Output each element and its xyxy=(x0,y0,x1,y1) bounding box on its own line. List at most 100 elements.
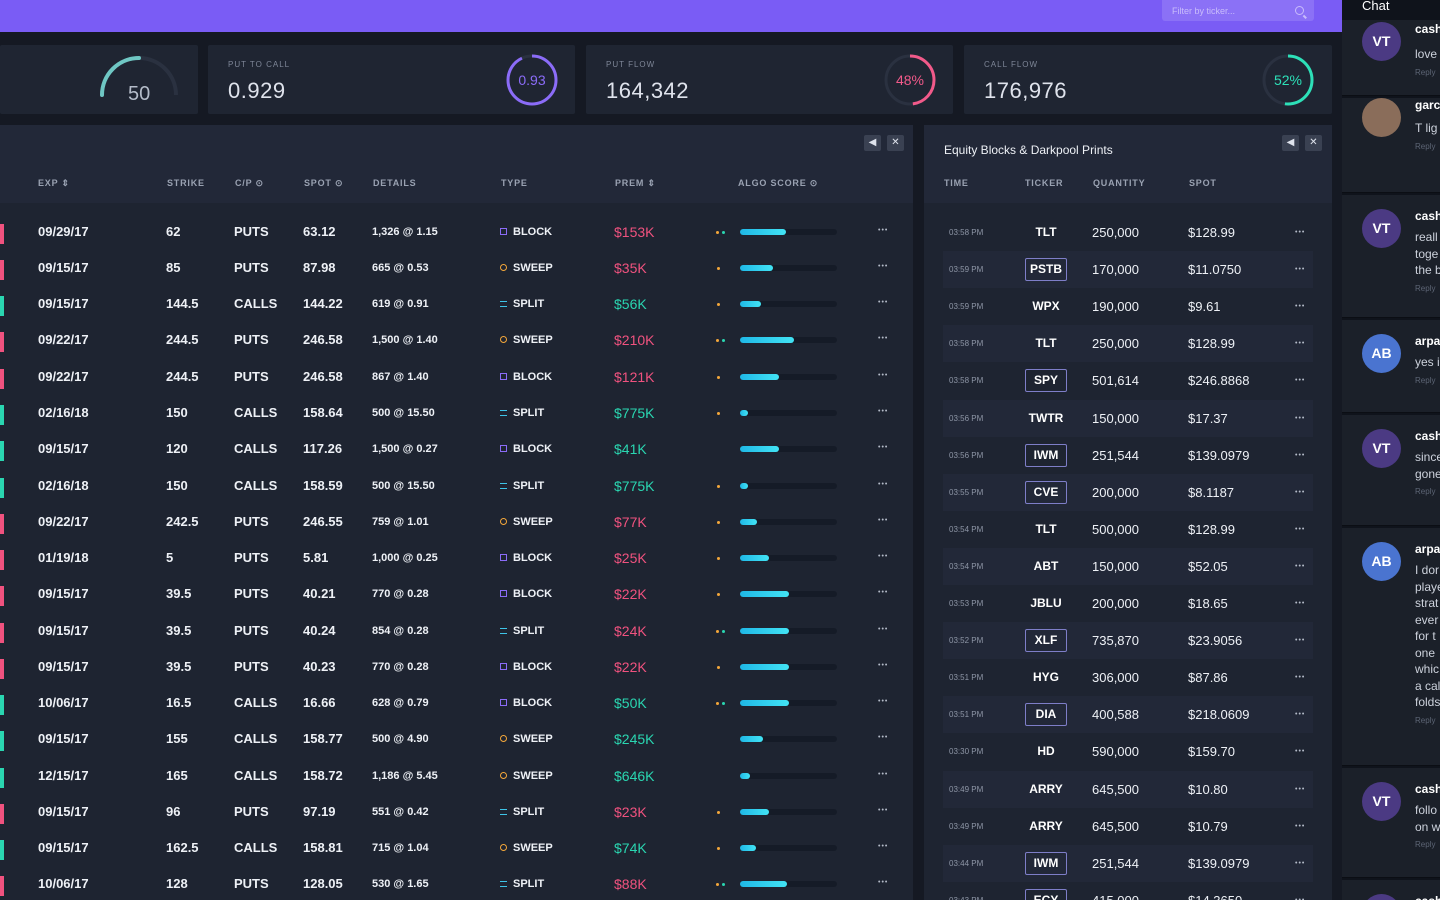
ticker-cell[interactable]: TWTR xyxy=(1028,410,1064,425)
reply-link[interactable]: Reply xyxy=(1415,715,1436,725)
col-header-strike[interactable]: STRIKE xyxy=(167,178,205,188)
ticker-cell[interactable]: HD xyxy=(1037,744,1055,759)
more-options-icon[interactable]: ••• xyxy=(878,843,889,850)
more-options-icon[interactable]: ••• xyxy=(1295,451,1306,459)
table-row[interactable]: 03:56 PM IWM 251,544 $139.0979 ••• xyxy=(943,437,1313,474)
message-author[interactable]: arpa xyxy=(1415,334,1440,348)
col-header-prem[interactable]: PREM ⇕ xyxy=(615,178,656,188)
sound-icon[interactable]: ◀ xyxy=(864,135,881,151)
table-row[interactable]: 03:55 PM CVE 200,000 $8.1187 ••• xyxy=(943,473,1313,511)
message-author[interactable]: garc xyxy=(1415,98,1440,112)
table-row[interactable]: 03:43 PM ECY 415,000 $14.3650 ••• xyxy=(943,882,1313,900)
table-row[interactable]: 01/19/18 5 PUTS 5.81 1,000 @ 0.25 BLOCK $25K ••… xyxy=(0,540,913,576)
ticker-cell[interactable]: ABT xyxy=(1033,558,1059,573)
sound-icon[interactable]: ◀ xyxy=(1282,135,1299,151)
col-header-type[interactable]: TYPE xyxy=(501,178,528,188)
more-options-icon[interactable]: ••• xyxy=(1295,525,1306,533)
more-options-icon[interactable]: ••• xyxy=(1295,340,1306,348)
table-row[interactable]: 09/22/17 244.5 PUTS 246.58 867 @ 1.40 BLOCK $1… xyxy=(0,359,913,395)
table-row[interactable]: 03:30 PM HD 590,000 $159.70 ••• xyxy=(943,733,1313,770)
table-row[interactable]: 03:58 PM SPY 501,614 $246.8868 ••• xyxy=(943,362,1313,399)
col-header-time[interactable]: TIME xyxy=(944,178,969,188)
table-row[interactable]: 03:44 PM IWM 251,544 $139.0979 ••• xyxy=(943,844,1313,882)
more-options-icon[interactable]: ••• xyxy=(1295,882,1305,900)
more-options-icon[interactable]: ••• xyxy=(1295,748,1306,756)
more-options-icon[interactable]: ••• xyxy=(878,444,889,451)
more-options-icon[interactable]: ••• xyxy=(878,734,889,741)
ticker-cell[interactable]: TLT xyxy=(1035,521,1057,536)
more-options-icon[interactable]: ••• xyxy=(1295,822,1306,830)
table-row[interactable]: 09/15/17 39.5 PUTS 40.23 770 @ 0.28 BLOCK $22K… xyxy=(0,649,913,685)
message-author[interactable]: cash xyxy=(1415,429,1440,443)
more-options-icon[interactable]: ••• xyxy=(1295,600,1306,607)
table-row[interactable]: 03:51 PM DIA 400,588 $218.0609 ••• xyxy=(943,696,1313,734)
table-row[interactable]: 09/15/17 144.5 CALLS 144.22 619 @ 0.91 SPLIT $… xyxy=(0,286,913,322)
table-row[interactable]: 03:58 PM TLT 250,000 $128.99 ••• xyxy=(943,325,1313,363)
message-author[interactable]: cash xyxy=(1415,894,1440,900)
table-row[interactable]: 03:49 PM ARRY 645,500 $10.80 ••• xyxy=(943,770,1313,808)
more-options-icon[interactable]: ••• xyxy=(1295,414,1306,422)
col-header-cp[interactable]: C/P ⊙ xyxy=(235,178,264,188)
more-options-icon[interactable]: ••• xyxy=(1295,229,1306,236)
more-options-icon[interactable]: ••• xyxy=(878,299,889,306)
more-options-icon[interactable]: ••• xyxy=(878,879,889,886)
ticker-cell[interactable]: ECY xyxy=(1025,888,1067,900)
table-row[interactable]: 02/16/18 150 CALLS 158.64 500 @ 15.50 SPLIT $7… xyxy=(0,395,913,431)
col-header-algo-score[interactable]: ALGO SCORE ⊙ xyxy=(738,178,819,188)
more-options-icon[interactable]: ••• xyxy=(1295,859,1306,867)
table-row[interactable]: 09/15/17 85 PUTS 87.98 665 @ 0.53 SWEEP $35K ••… xyxy=(0,250,913,286)
table-row[interactable]: 09/15/17 120 CALLS 117.26 1,500 @ 0.27 BLOCK $… xyxy=(0,431,913,467)
more-options-icon[interactable]: ••• xyxy=(878,517,889,524)
more-options-icon[interactable]: ••• xyxy=(1295,488,1306,496)
more-options-icon[interactable]: ••• xyxy=(878,481,889,488)
more-options-icon[interactable]: ••• xyxy=(878,227,889,234)
col-header-quantity[interactable]: QUANTITY xyxy=(1093,178,1146,188)
search-icon[interactable] xyxy=(1295,6,1304,15)
more-options-icon[interactable]: ••• xyxy=(1295,377,1306,385)
col-header-spot[interactable]: SPOT xyxy=(1189,178,1217,188)
close-icon[interactable]: ✕ xyxy=(1305,135,1322,151)
more-options-icon[interactable]: ••• xyxy=(878,626,889,633)
table-row[interactable]: 09/15/17 39.5 PUTS 40.21 770 @ 0.28 BLOCK $22K… xyxy=(0,576,913,612)
table-row[interactable]: 09/15/17 162.5 CALLS 158.81 715 @ 1.04 SWEEP $… xyxy=(0,830,913,866)
reply-link[interactable]: Reply xyxy=(1415,375,1436,385)
message-author[interactable]: cash xyxy=(1415,782,1440,796)
close-icon[interactable]: ✕ xyxy=(887,135,904,151)
more-options-icon[interactable]: ••• xyxy=(878,807,889,814)
table-row[interactable]: 09/22/17 242.5 PUTS 246.55 759 @ 1.01 SWEEP $7… xyxy=(0,504,913,540)
col-header-spot[interactable]: SPOT ⊙ xyxy=(304,178,344,188)
ticker-cell[interactable]: HYG xyxy=(1032,670,1059,685)
ticker-filter-input[interactable]: Filter by ticker... xyxy=(1162,0,1314,21)
more-options-icon[interactable]: ••• xyxy=(878,553,889,560)
reply-link[interactable]: Reply xyxy=(1415,283,1436,293)
more-options-icon[interactable]: ••• xyxy=(878,263,889,270)
more-options-icon[interactable]: ••• xyxy=(878,335,889,342)
col-header-details[interactable]: DETAILS xyxy=(373,178,417,188)
table-row[interactable]: 03:54 PM ABT 150,000 $52.05 ••• xyxy=(943,547,1313,585)
more-options-icon[interactable]: ••• xyxy=(878,408,889,415)
ticker-cell[interactable]: ARRY xyxy=(1029,781,1063,796)
table-row[interactable]: 03:59 PM WPX 190,000 $9.61 ••• xyxy=(943,288,1313,325)
more-options-icon[interactable]: ••• xyxy=(1295,266,1306,274)
table-row[interactable]: 09/29/17 62 PUTS 63.12 1,326 @ 1.15 BLOCK $153… xyxy=(0,214,913,250)
table-row[interactable]: 09/22/17 244.5 PUTS 246.58 1,500 @ 1.40 SWEEP… xyxy=(0,322,913,358)
ticker-cell[interactable]: IWM xyxy=(1025,851,1067,875)
more-options-icon[interactable]: ••• xyxy=(1295,711,1306,719)
more-options-icon[interactable]: ••• xyxy=(1295,785,1306,793)
table-row[interactable]: 10/06/17 16.5 CALLS 16.66 628 @ 0.79 BLOCK $50… xyxy=(0,685,913,721)
table-row[interactable]: 09/15/17 39.5 PUTS 40.24 854 @ 0.28 SPLIT $24K… xyxy=(0,613,913,649)
reply-link[interactable]: Reply xyxy=(1415,840,1436,849)
table-row[interactable]: 03:58 PM TLT 250,000 $128.99 ••• xyxy=(943,214,1313,251)
message-author[interactable]: cash xyxy=(1415,22,1440,36)
more-options-icon[interactable]: ••• xyxy=(1295,562,1306,570)
table-row[interactable]: 03:56 PM TWTR 150,000 $17.37 ••• xyxy=(943,399,1313,437)
ticker-cell[interactable]: PSTB xyxy=(1025,258,1067,282)
table-row[interactable]: 03:51 PM HYG 306,000 $87.86 ••• xyxy=(943,659,1313,696)
ticker-cell[interactable]: DIA xyxy=(1025,703,1067,727)
ticker-cell[interactable]: JBLU xyxy=(1030,596,1062,610)
table-row[interactable]: 12/15/17 165 CALLS 158.72 1,186 @ 5.45 SWEEP $… xyxy=(0,758,913,794)
more-options-icon[interactable]: ••• xyxy=(878,698,889,705)
more-options-icon[interactable]: ••• xyxy=(878,771,889,778)
reply-link[interactable]: Reply xyxy=(1415,141,1436,151)
table-row[interactable]: 03:53 PM JBLU 200,000 $18.65 ••• xyxy=(943,585,1313,622)
